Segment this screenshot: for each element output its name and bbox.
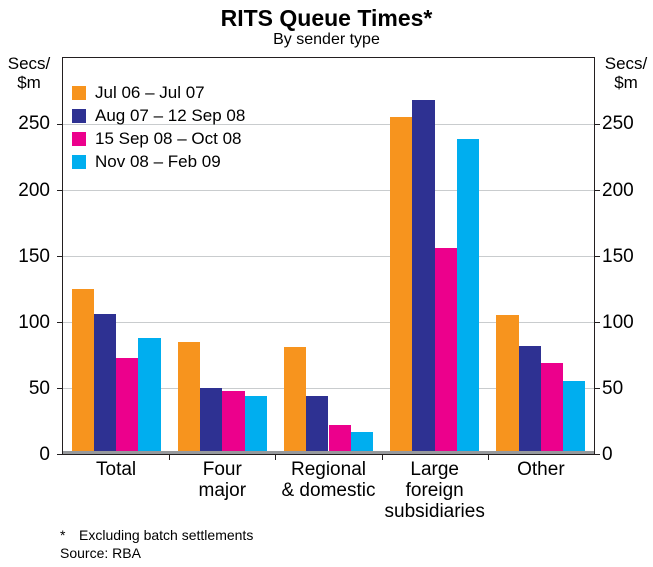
legend-label: Nov 08 – Feb 09 <box>95 151 221 171</box>
footnote-text: Excluding batch settlements <box>79 527 254 543</box>
y-tick-mark-right-50 <box>595 388 600 389</box>
legend-swatch-icon <box>72 108 86 123</box>
legend-swatch-icon <box>72 154 86 169</box>
bar-series2-cat4 <box>540 362 564 454</box>
y-tick-label-right-200: 200 <box>602 180 634 201</box>
x-tick-mark-3 <box>381 455 383 460</box>
x-category-label-4: Other <box>517 459 565 480</box>
y-tick-label-left-50: 50 <box>28 378 50 399</box>
x-category-label-1: Four major <box>198 459 247 501</box>
y-tick-mark-left-250 <box>57 124 62 125</box>
bar-series3-cat0 <box>138 337 161 454</box>
legend-swatch-icon <box>72 131 86 146</box>
legend-swatch-icon <box>72 85 86 100</box>
y-tick-mark-right-150 <box>595 256 600 257</box>
y-tick-mark-left-50 <box>57 388 62 389</box>
y-tick-mark-left-0 <box>57 454 62 455</box>
x-axis-baseline <box>63 451 594 454</box>
footnote-marker: * <box>60 527 66 543</box>
gridline-150 <box>63 256 594 257</box>
bar-series0-cat1 <box>177 341 200 454</box>
bar-series0-cat3 <box>390 117 413 454</box>
bar-series3-cat1 <box>244 395 267 454</box>
bar-series2-cat2 <box>328 425 351 454</box>
bar-series3-cat2 <box>350 431 374 454</box>
plot-area: Jul 06 – Jul 07 Aug 07 – 12 Sep 08 15 Sep … <box>62 57 595 455</box>
y-tick-label-left-200: 200 <box>18 180 50 201</box>
y-axis-unit-left: Secs/ $m <box>0 54 58 92</box>
bar-series0-cat4 <box>496 315 519 454</box>
y-tick-mark-right-0 <box>595 454 600 455</box>
legend-item-1: Aug 07 – 12 Sep 08 <box>72 104 245 127</box>
gridline-200 <box>63 190 594 191</box>
y-tick-label-right-0: 0 <box>602 444 613 465</box>
x-tick-mark-2 <box>275 455 277 460</box>
y-tick-mark-right-100 <box>595 322 600 323</box>
y-axis-unit-line1: Secs/ <box>7 54 51 73</box>
bar-series1-cat4 <box>518 345 541 454</box>
y-tick-label-right-50: 50 <box>602 378 624 399</box>
bar-series2-cat0 <box>116 357 139 454</box>
y-tick-mark-left-150 <box>57 256 62 257</box>
y-axis-unit-right: Secs/ $m <box>597 54 653 92</box>
legend-label: Aug 07 – 12 Sep 08 <box>95 105 246 125</box>
bar-series3-cat3 <box>457 138 480 454</box>
bar-series0-cat2 <box>283 347 307 454</box>
y-tick-label-left-250: 250 <box>18 113 50 134</box>
legend-item-2: 15 Sep 08 – Oct 08 <box>72 127 245 150</box>
bar-series1-cat1 <box>200 388 223 454</box>
legend-item-0: Jul 06 – Jul 07 <box>72 81 245 104</box>
y-axis-unit-line1: Secs/ <box>604 54 648 73</box>
gridline-100 <box>63 322 594 323</box>
bar-series1-cat2 <box>306 395 329 454</box>
x-category-label-2: Regional & domestic <box>281 459 376 501</box>
y-tick-mark-right-200 <box>595 190 600 191</box>
x-tick-mark-4 <box>487 455 489 460</box>
source-note: Source: RBA <box>60 545 141 561</box>
y-tick-label-left-0: 0 <box>39 444 50 465</box>
y-tick-label-left-150: 150 <box>18 246 50 267</box>
legend-item-3: Nov 08 – Feb 09 <box>72 150 245 173</box>
bar-series1-cat3 <box>412 100 435 454</box>
y-tick-mark-left-100 <box>57 322 62 323</box>
y-axis-unit-line2: $m <box>17 73 41 92</box>
chart-subtitle: By sender type <box>273 31 380 48</box>
x-category-label-3: Large foreign subsidiaries <box>384 459 485 522</box>
legend: Jul 06 – Jul 07 Aug 07 – 12 Sep 08 15 Sep … <box>72 81 245 173</box>
x-tick-mark-1 <box>169 455 171 460</box>
y-tick-mark-right-250 <box>595 124 600 125</box>
chart-title: RITS Queue Times* <box>220 5 433 31</box>
bar-series0-cat0 <box>71 289 94 454</box>
gridline-50 <box>63 388 594 389</box>
x-category-label-0: Total <box>96 459 137 480</box>
y-tick-label-right-150: 150 <box>602 246 634 267</box>
y-tick-label-left-100: 100 <box>18 312 50 333</box>
bar-series3-cat4 <box>563 381 586 454</box>
y-tick-label-right-100: 100 <box>602 312 634 333</box>
legend-label: Jul 06 – Jul 07 <box>95 82 205 102</box>
gridline-250 <box>63 124 594 125</box>
y-tick-label-right-250: 250 <box>602 113 634 134</box>
bar-series2-cat1 <box>222 390 245 454</box>
y-tick-mark-left-200 <box>57 190 62 191</box>
y-axis-unit-line2: $m <box>614 73 638 92</box>
bar-series1-cat0 <box>93 314 117 454</box>
bar-series2-cat3 <box>434 248 457 454</box>
legend-label: 15 Sep 08 – Oct 08 <box>95 128 242 148</box>
